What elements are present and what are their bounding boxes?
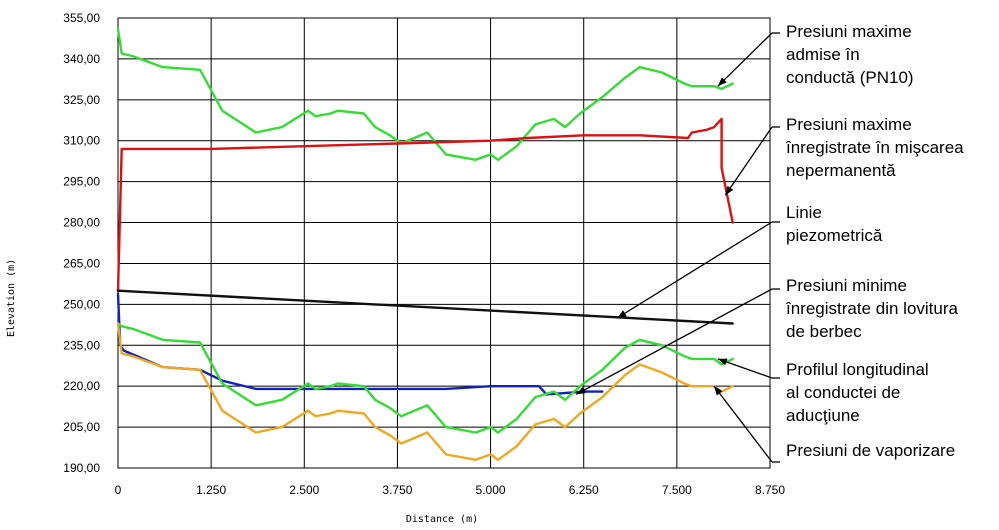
x-tick-label: 8.750 [755,483,785,497]
leader-line [717,358,773,379]
annotation-text: înregistrate în mişcarea [785,138,964,157]
annotation-text: al conductei de [786,383,900,402]
annotation-text: Presiuni maxime [786,22,912,41]
leader-arrowhead [617,310,627,318]
annotation-text: admise în [786,45,860,64]
y-tick-label: 190,00 [63,461,100,475]
leader-line [575,288,773,395]
y-tick-label: 220,00 [63,379,100,393]
annotation-text: piezometrică [786,226,883,245]
series-line-2 [116,289,734,325]
y-tick-label: 295,00 [63,175,100,189]
y-tick-label: 280,00 [63,216,100,230]
leader-line [616,221,773,319]
x-tick-label: 5.000 [476,483,506,497]
annotation-text: Presiuni minime [786,276,907,295]
y-tick-label: 205,00 [63,420,100,434]
annotation-text: Profilul longitudinal [786,360,929,379]
series-line-0 [116,27,734,162]
leader-line [724,126,773,196]
x-tick-label: 6.250 [569,483,599,497]
leader-line [713,385,773,463]
annotation-text: de berbec [786,322,862,341]
y-tick-label: 250,00 [63,297,100,311]
y-tick-label: 265,00 [63,256,100,270]
series-line-4 [116,322,734,434]
annotation-text: Presiuni de vaporizare [786,441,955,460]
leader-arrowhead [576,387,586,395]
leader-arrowhead [725,185,734,196]
series-line-5 [116,322,734,461]
annotation-text: conductă (PN10) [786,68,914,87]
annotation-text: aducţiune [786,406,860,425]
annotation-leaders [575,32,780,463]
x-tick-label: 0 [115,483,122,497]
series-line-3 [116,292,604,396]
y-tick-label: 340,00 [63,52,100,66]
y-tick-label: 325,00 [63,93,100,107]
x-tick-label: 1.250 [196,483,226,497]
series-line-1 [116,117,734,292]
annotation-text: Presiuni maxime [786,115,912,134]
leader-line [717,32,773,87]
annotation-text: Linie [786,203,822,222]
y-tick-label: 355,00 [63,11,100,25]
annotation-text: înregistrate din lovitura [785,299,959,318]
x-tick-label: 2.500 [289,483,319,497]
leader-arrowhead [717,358,728,366]
annotation-text: nepermanentă [786,161,896,180]
y-tick-label: 235,00 [63,338,100,352]
grid [117,17,771,469]
x-tick-label: 7.500 [662,483,692,497]
tick-labels: 0 1.250 2.500 3.750 5.000 6.250 7.500 8.750 190,… [63,11,785,497]
x-axis-title: Distance (m) [406,514,478,525]
x-tick-label: 3.750 [382,483,412,497]
leader-arrowhead [714,386,723,396]
leader-arrowhead [717,77,727,87]
y-axis-title: Elevation (m) [6,259,17,337]
series-lines [116,27,734,461]
annotations: Presiuni maxime admise în conductă (PN10) P… [785,22,964,460]
y-tick-label: 310,00 [63,134,100,148]
